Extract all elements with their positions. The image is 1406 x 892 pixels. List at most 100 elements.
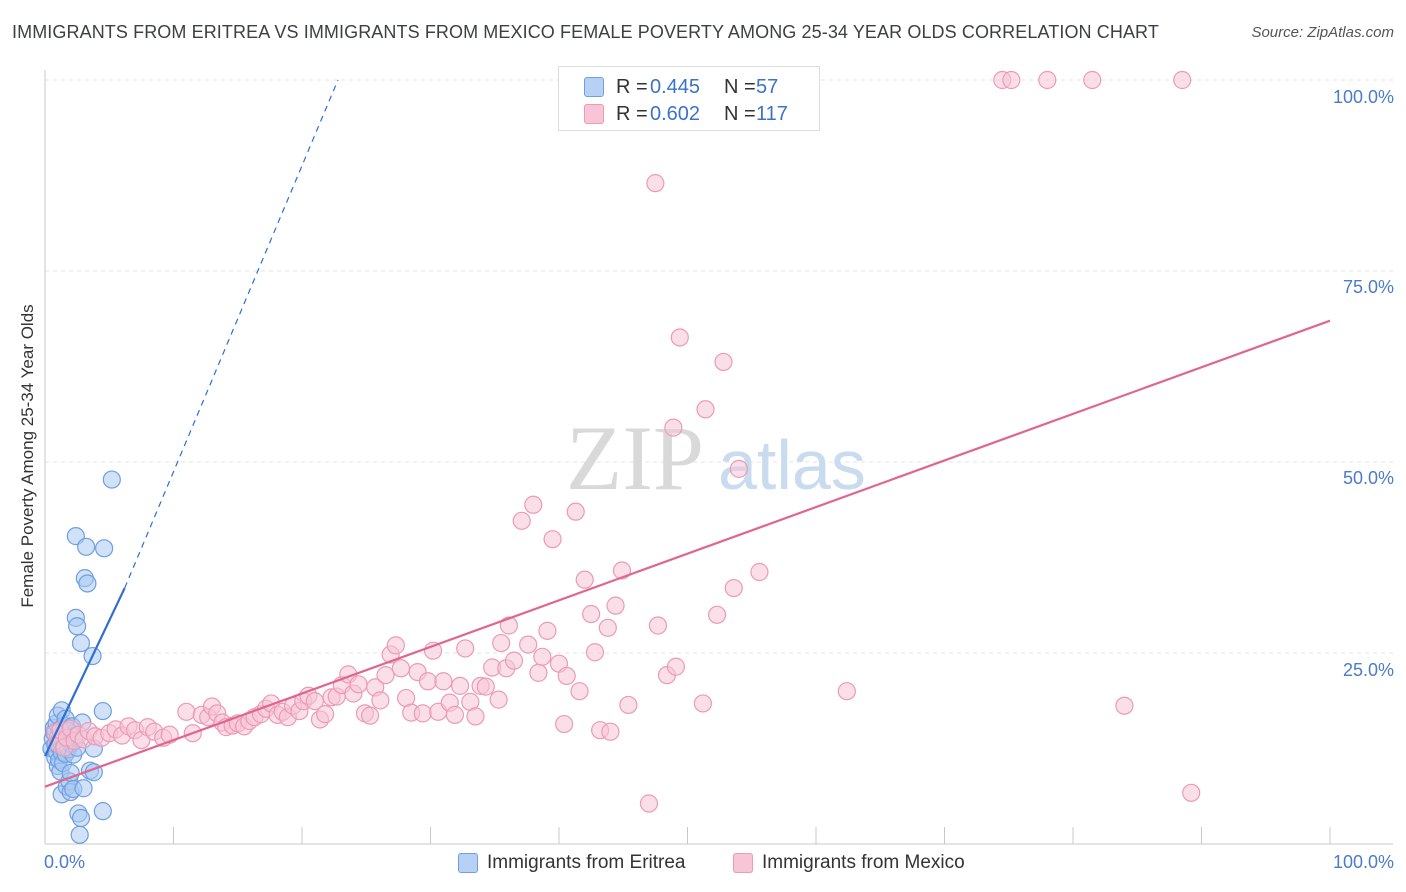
series-legend: Immigrants from Eritrea Immigrants from … — [0, 852, 1406, 878]
data-point — [71, 633, 91, 653]
series-mexico — [46, 70, 1201, 813]
legend-n-label: N = — [724, 75, 756, 98]
data-point — [707, 605, 727, 624]
data-point — [445, 705, 465, 724]
data-point — [376, 666, 395, 685]
data-point — [492, 633, 511, 653]
data-point — [557, 666, 576, 686]
data-point — [95, 539, 114, 558]
data-point — [68, 617, 87, 636]
series-eritrea — [42, 470, 121, 844]
legend-label-eritrea: Immigrants from Eritrea — [487, 852, 686, 873]
data-point — [466, 707, 485, 726]
data-point — [1002, 70, 1021, 90]
data-point — [619, 695, 638, 715]
data-point — [386, 636, 405, 655]
data-point — [648, 616, 668, 635]
legend-r-value: 0.602 — [650, 102, 701, 125]
data-point — [70, 825, 89, 844]
legend-n-value: 57 — [756, 75, 779, 98]
data-point — [1083, 70, 1102, 90]
stats-legend: R = 0.445 N = 57 R = 0.602 N = 117 — [558, 66, 820, 131]
series-layer — [42, 70, 1201, 844]
y-tick-25: 25.0% — [1342, 660, 1394, 680]
trend-line-extension-eritrea — [124, 79, 339, 589]
data-point — [639, 794, 659, 813]
trend-line-eritrea — [44, 587, 126, 757]
data-point — [456, 639, 475, 658]
data-point — [606, 596, 625, 615]
data-point — [102, 470, 121, 489]
data-point — [434, 672, 453, 691]
data-point — [837, 682, 856, 701]
data-point — [714, 352, 733, 372]
data-point — [598, 618, 617, 637]
legend-item-eritrea[interactable]: Immigrants from Eritrea — [458, 852, 685, 874]
data-point — [74, 779, 93, 798]
data-point — [543, 530, 562, 549]
data-point — [499, 616, 518, 635]
data-point — [349, 675, 368, 694]
trend-line-mexico — [44, 319, 1331, 788]
data-point — [71, 808, 91, 828]
y-axis-label: Female Poverty Among 25-34 Year Olds — [18, 304, 37, 608]
y-tick-100: 100.0% — [1332, 87, 1394, 107]
data-point — [750, 562, 769, 582]
data-point — [361, 706, 380, 725]
data-point — [391, 659, 411, 678]
data-point — [316, 705, 335, 724]
data-point — [1115, 696, 1134, 715]
data-point — [646, 174, 665, 193]
data-point — [93, 802, 112, 821]
data-point — [512, 511, 531, 530]
data-point — [1038, 70, 1057, 90]
legend-swatch-mexico — [584, 104, 604, 124]
legend-row-eritrea: R = 0.445 N = 57 — [584, 75, 778, 99]
legend-swatch-eritrea — [458, 853, 478, 873]
legend-item-mexico[interactable]: Immigrants from Mexico — [733, 852, 965, 874]
watermark-zip: ZIP — [566, 407, 704, 509]
legend-r-label: R = — [616, 75, 648, 98]
data-point — [529, 663, 548, 682]
x-tick-100: 100.0% — [1332, 852, 1394, 872]
data-point — [476, 677, 495, 696]
data-point — [566, 502, 585, 521]
data-point — [371, 691, 390, 710]
data-point — [413, 704, 432, 723]
legend-swatch-mexico — [733, 853, 753, 873]
data-point — [670, 328, 689, 347]
data-point — [601, 722, 620, 741]
data-point — [418, 672, 438, 691]
source-label: Source: ZipAtlas.com — [1251, 24, 1394, 41]
legend-n-value: 117 — [756, 102, 788, 125]
trend-layer — [44, 79, 1331, 788]
chart-title: IMMIGRANTS FROM ERITREA VS IMMIGRANTS FR… — [12, 22, 1159, 42]
watermark: ZIP atlas — [566, 407, 866, 509]
data-point — [177, 702, 196, 721]
legend-label-mexico: Immigrants from Mexico — [762, 852, 965, 873]
data-point — [77, 537, 96, 556]
data-point — [664, 418, 683, 437]
grid-lines — [45, 79, 1393, 654]
data-point — [489, 690, 508, 709]
data-point — [729, 459, 749, 478]
data-point — [575, 570, 594, 589]
data-point — [582, 604, 601, 624]
axes — [44, 70, 1393, 845]
data-point — [1182, 783, 1201, 802]
legend-r-label: R = — [616, 102, 648, 125]
data-point — [450, 676, 470, 695]
data-point — [693, 694, 713, 713]
x-tick-0: 0.0% — [44, 852, 86, 872]
data-point — [666, 657, 686, 676]
data-point — [570, 682, 589, 701]
data-point — [696, 400, 715, 419]
data-point — [538, 621, 557, 640]
legend-swatch-eritrea — [584, 77, 604, 97]
y-tick-75: 75.0% — [1342, 277, 1394, 297]
data-point — [1173, 70, 1192, 90]
data-point — [585, 643, 605, 662]
data-point — [519, 635, 538, 654]
data-point — [93, 701, 112, 721]
